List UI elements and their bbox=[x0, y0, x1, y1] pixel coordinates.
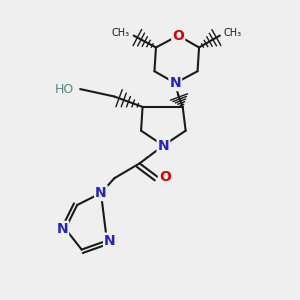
Text: N: N bbox=[95, 186, 107, 200]
Text: N: N bbox=[158, 139, 169, 152]
Text: HO: HO bbox=[55, 82, 74, 96]
Text: CH₃: CH₃ bbox=[112, 28, 130, 38]
Text: N: N bbox=[169, 76, 181, 90]
Text: CH₃: CH₃ bbox=[224, 28, 242, 38]
Text: N: N bbox=[104, 234, 116, 248]
Text: N: N bbox=[56, 222, 68, 236]
Text: O: O bbox=[172, 28, 184, 43]
Text: O: O bbox=[159, 170, 171, 184]
